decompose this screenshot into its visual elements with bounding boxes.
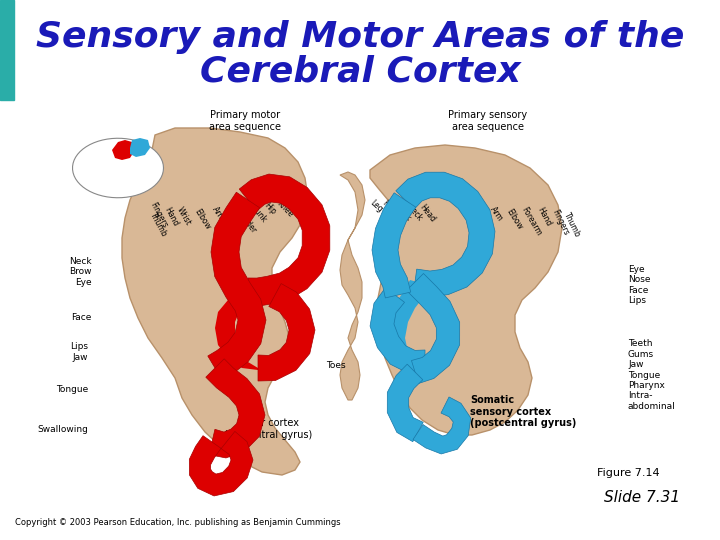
Text: Fingers: Fingers (148, 201, 169, 230)
Text: Shoulder: Shoulder (230, 202, 258, 235)
Text: Copyright © 2003 Pearson Education, Inc. publishing as Benjamin Cummings: Copyright © 2003 Pearson Education, Inc.… (15, 518, 341, 527)
Text: Somatic
sensory cortex
(postcentral gyrus): Somatic sensory cortex (postcentral gyru… (470, 395, 577, 428)
Polygon shape (112, 140, 135, 160)
Text: Genitals: Genitals (400, 357, 437, 367)
Text: Teeth
Gums
Jaw
Tongue
Pharynx
Intra-
abdominal: Teeth Gums Jaw Tongue Pharynx Intra- abd… (628, 339, 676, 411)
Text: Toes: Toes (326, 361, 346, 369)
Text: Eye
Nose
Face
Lips: Eye Nose Face Lips (628, 265, 650, 305)
Text: Arm: Arm (488, 205, 505, 223)
Polygon shape (73, 138, 163, 198)
Text: Knee: Knee (275, 199, 295, 219)
Text: Thumb: Thumb (562, 211, 582, 239)
Text: Leg: Leg (368, 198, 384, 214)
Polygon shape (370, 288, 425, 374)
Text: Neck: Neck (405, 202, 424, 222)
Text: Head: Head (418, 202, 438, 224)
Text: Wrist: Wrist (175, 206, 193, 227)
Polygon shape (413, 397, 471, 454)
Text: Hand: Hand (535, 206, 552, 228)
Text: Figure 7.14: Figure 7.14 (598, 468, 660, 478)
Text: Tongue: Tongue (55, 386, 88, 395)
Text: Thumb: Thumb (148, 211, 168, 239)
Text: Hip: Hip (262, 201, 277, 217)
Bar (0, 0, 14, 100)
Text: Fingers: Fingers (550, 208, 570, 237)
Text: Slide 7.31: Slide 7.31 (604, 490, 680, 505)
Polygon shape (258, 284, 315, 381)
Text: Hand: Hand (162, 206, 179, 228)
Polygon shape (239, 174, 330, 306)
Polygon shape (130, 138, 150, 157)
Polygon shape (388, 280, 440, 368)
Text: Hip: Hip (380, 199, 395, 214)
Text: Leg: Leg (288, 195, 304, 211)
Text: Primary sensory
area sequence: Primary sensory area sequence (449, 110, 528, 132)
Text: Trunk: Trunk (248, 202, 269, 224)
Text: Elbow: Elbow (505, 207, 525, 231)
Polygon shape (122, 128, 308, 475)
Polygon shape (206, 359, 265, 458)
Text: Arm: Arm (210, 205, 226, 223)
Text: Trunk: Trunk (392, 201, 413, 222)
Text: Face: Face (71, 314, 92, 322)
Text: Elbow: Elbow (193, 207, 212, 231)
Polygon shape (372, 193, 416, 298)
Polygon shape (340, 172, 365, 400)
Polygon shape (208, 192, 266, 380)
Polygon shape (370, 145, 562, 435)
Text: Cerebral Cortex: Cerebral Cortex (199, 55, 521, 89)
Text: Forearm: Forearm (520, 206, 544, 238)
Polygon shape (387, 364, 423, 442)
Polygon shape (396, 172, 495, 297)
Polygon shape (189, 431, 253, 496)
Polygon shape (215, 288, 272, 370)
Text: Sensory and Motor Areas of the: Sensory and Motor Areas of the (36, 20, 684, 54)
Text: Primary motor
area sequence: Primary motor area sequence (209, 110, 281, 132)
Text: Swallowing: Swallowing (37, 426, 88, 435)
Text: Neck
Brow
Eye: Neck Brow Eye (69, 257, 92, 287)
Polygon shape (407, 274, 459, 383)
Text: Lips
Jaw: Lips Jaw (70, 342, 88, 362)
Text: Motor cortex
(precentral gyrus): Motor cortex (precentral gyrus) (224, 418, 312, 440)
